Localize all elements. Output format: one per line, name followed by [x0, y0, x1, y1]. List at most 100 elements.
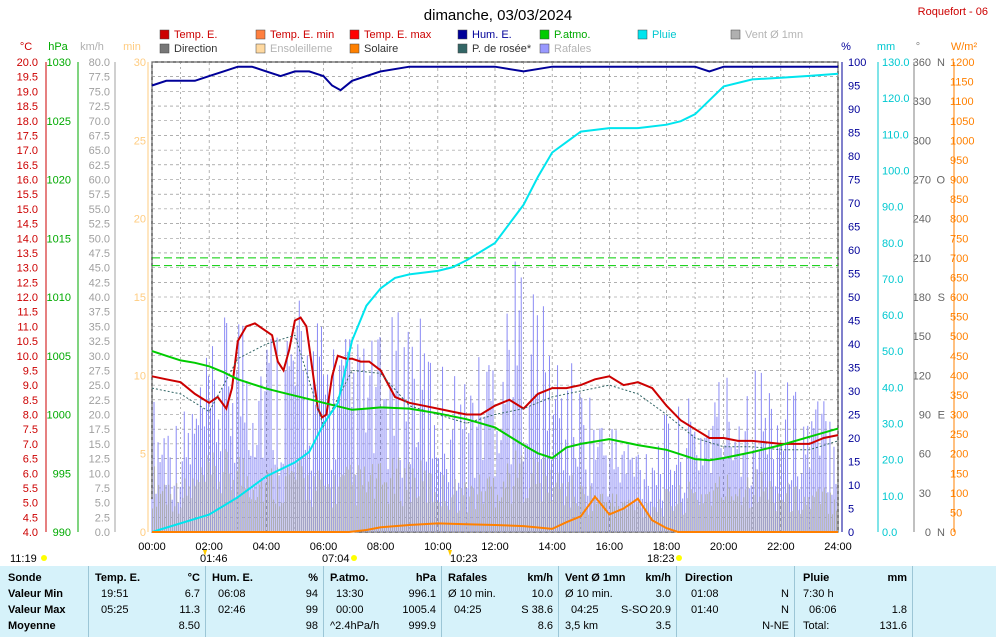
stats-col-empty — [912, 566, 996, 637]
stats-press-min-time: 13:30 — [336, 588, 364, 600]
axis-unit-label: ° — [916, 41, 920, 53]
stats-gust-r1-value: 10.0 — [531, 588, 553, 600]
stats-gust-header: Rafales — [448, 572, 488, 584]
solar-tick-label: 450 — [950, 351, 968, 363]
temp-tick-label: 4.5 — [23, 512, 38, 524]
stats-col-temp: Temp. E. °C 19:51 6.7 05:25 11.3 8.50 — [88, 566, 206, 637]
wind-tick-label: 80.0 — [89, 57, 110, 69]
wind-tick-label: 52.5 — [89, 219, 110, 231]
temp-tick-label: 16.5 — [17, 160, 38, 172]
wind-tick-label: 47.5 — [89, 248, 110, 260]
chart-axes: 4.0 4.5 5.0 5.5 6.0 6.5 7.0 7.5 8.0 8.5 9.0 9.5 10.0… — [17, 57, 975, 553]
press-tick-label: 1030 — [47, 57, 71, 69]
stats-gust-max-value: S 38.6 — [521, 604, 553, 616]
dir-tick-label: S — [938, 292, 945, 304]
press-tick-label: 995 — [53, 468, 71, 480]
hum-tick-label: 70 — [848, 198, 860, 210]
legend-label: Solaire — [364, 43, 398, 55]
wind-tick-label: 72.5 — [89, 101, 110, 113]
dir-tick-label: 240 — [913, 214, 931, 226]
wind-tick-label: 12.5 — [89, 454, 110, 466]
wind-tick-label: 37.5 — [89, 307, 110, 319]
temp-tick-label: 13.5 — [17, 248, 38, 260]
stats-wind-r1-value: 3.0 — [655, 588, 671, 600]
axis-unit-label: % — [841, 41, 851, 53]
stats-dir-r2-time: 01:40 — [691, 604, 719, 616]
solar-tick-label: 250 — [950, 429, 968, 441]
stats-rain-header: Pluie — [803, 572, 830, 584]
solar-tick-label: 1050 — [950, 116, 974, 128]
stats-press-max-value: 1005.4 — [402, 604, 436, 616]
dir-tick-label: 30 — [919, 488, 931, 500]
rain-tick-label: 70.0 — [882, 274, 903, 286]
chart-legend: Temp. E. Temp. E. min Temp. E. max Hum. E. P… — [159, 29, 803, 55]
wind-tick-label: 35.0 — [89, 321, 110, 333]
x-tick-label: 02:00 — [195, 541, 223, 553]
solar-tick-label: 200 — [950, 449, 968, 461]
hum-tick-label: 15 — [848, 457, 860, 469]
stats-rain-total-label: Total: — [803, 620, 830, 632]
sunset-icon — [676, 555, 682, 561]
wind-tick-label: 15.0 — [89, 439, 110, 451]
legend-label: P.atmo. — [554, 29, 591, 41]
legend-swatch — [539, 29, 550, 40]
sun-icon — [351, 555, 357, 561]
temp-tick-label: 18.0 — [17, 116, 38, 128]
stats-temp-max-time: 05:25 — [101, 604, 129, 616]
solar-tick-label: 1150 — [950, 77, 974, 89]
legend-label: Direction — [174, 43, 217, 55]
series-line — [151, 350, 839, 462]
press-tick-label: 1015 — [47, 233, 71, 245]
temp-tick-label: 4.0 — [23, 527, 38, 539]
axis-unit-label: min — [123, 41, 141, 53]
hum-tick-label: 5 — [848, 504, 854, 516]
axis-unit-label: W/m² — [951, 41, 978, 53]
dir-tick-label: 210 — [913, 253, 931, 265]
hum-tick-label: 25 — [848, 410, 860, 422]
stats-col-dir: Direction 01:08 N 01:40 N N-NE — [676, 566, 795, 637]
wind-tick-label: 5.0 — [95, 498, 110, 510]
stats-col-wind: Vent Ø 1mn km/h Ø 10 min. 3.0 04:25 S-SO 20.… — [558, 566, 677, 637]
legend-label: Hum. E. — [472, 29, 512, 41]
stats-hum-min-time: 06:08 — [218, 588, 246, 600]
solar-tick-label: 650 — [950, 272, 968, 284]
temp-tick-label: 15.0 — [17, 204, 38, 216]
dir-tick-label: 180 — [913, 292, 931, 304]
stats-hum-unit: % — [308, 572, 318, 584]
hum-tick-label: 95 — [848, 81, 860, 93]
sun-min-tick-label: 20 — [134, 214, 146, 226]
dir-tick-label: N — [937, 527, 945, 539]
temp-tick-label: 11.0 — [17, 321, 38, 333]
stats-press-avg: 999.9 — [408, 620, 436, 632]
stats-hum-avg: 98 — [305, 620, 318, 632]
x-tick-label: 04:00 — [253, 541, 281, 553]
rain-tick-label: 10.0 — [882, 491, 903, 503]
solar-tick-label: 400 — [950, 370, 968, 382]
temp-tick-label: 19.0 — [17, 86, 38, 98]
legend-label: Rafales — [554, 43, 592, 55]
legend-swatch — [349, 29, 360, 40]
wind-tick-label: 20.0 — [89, 410, 110, 422]
stats-dir-r1-time: 01:08 — [691, 588, 719, 600]
legend-label: Temp. E. — [174, 29, 217, 41]
solar-tick-label: 700 — [950, 253, 968, 265]
temp-tick-label: 7.5 — [23, 424, 38, 436]
solar-tick-label: 500 — [950, 331, 968, 343]
solar-tick-label: 600 — [950, 292, 968, 304]
stats-hum-header: Hum. E. — [212, 572, 253, 584]
rain-tick-label: 90.0 — [882, 202, 903, 214]
stats-col-press: P.atmo. hPa 13:30 996.1 00:00 1005.4 ^2.4hP… — [323, 566, 442, 637]
sun-min-tick-label: 15 — [134, 292, 146, 304]
legend-swatch — [349, 43, 360, 54]
wind-tick-label: 10.0 — [89, 468, 110, 480]
rain-tick-label: 110.0 — [882, 129, 909, 141]
x-tick-label: 08:00 — [367, 541, 395, 553]
wind-tick-label: 27.5 — [89, 365, 110, 377]
wind-tick-label: 17.5 — [89, 424, 110, 436]
sun-min-tick-label: 25 — [134, 135, 146, 147]
solar-tick-label: 550 — [950, 312, 968, 324]
solar-tick-label: 50 — [950, 507, 962, 519]
wind-tick-label: 45.0 — [89, 263, 110, 275]
wind-tick-label: 57.5 — [89, 189, 110, 201]
wind-tick-label: 65.0 — [89, 145, 110, 157]
